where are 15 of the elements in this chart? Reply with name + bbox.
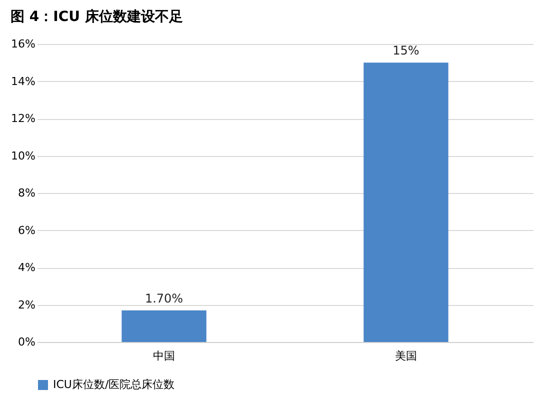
y-tick-label: 0%: [18, 336, 36, 348]
y-tick-label: 4%: [18, 261, 36, 274]
x-tick-label: 中国: [153, 350, 176, 362]
data-label: 15%: [392, 44, 420, 58]
chart-title: 图 4：ICU 床位数建设不足: [10, 8, 183, 25]
y-tick-label: 12%: [11, 112, 36, 125]
data-label: 1.70%: [144, 291, 184, 306]
y-tick-label: 8%: [18, 186, 36, 200]
y-tick-label: 6%: [18, 224, 36, 237]
y-tick-label: 2%: [18, 298, 36, 312]
legend-label: ICU床位数/医院总床位数: [53, 378, 175, 391]
y-tick-label: 14%: [11, 74, 36, 88]
x-tick-label: 美国: [394, 350, 417, 362]
y-tick-label: 10%: [11, 149, 36, 162]
y-tick-label: 16%: [11, 38, 36, 50]
